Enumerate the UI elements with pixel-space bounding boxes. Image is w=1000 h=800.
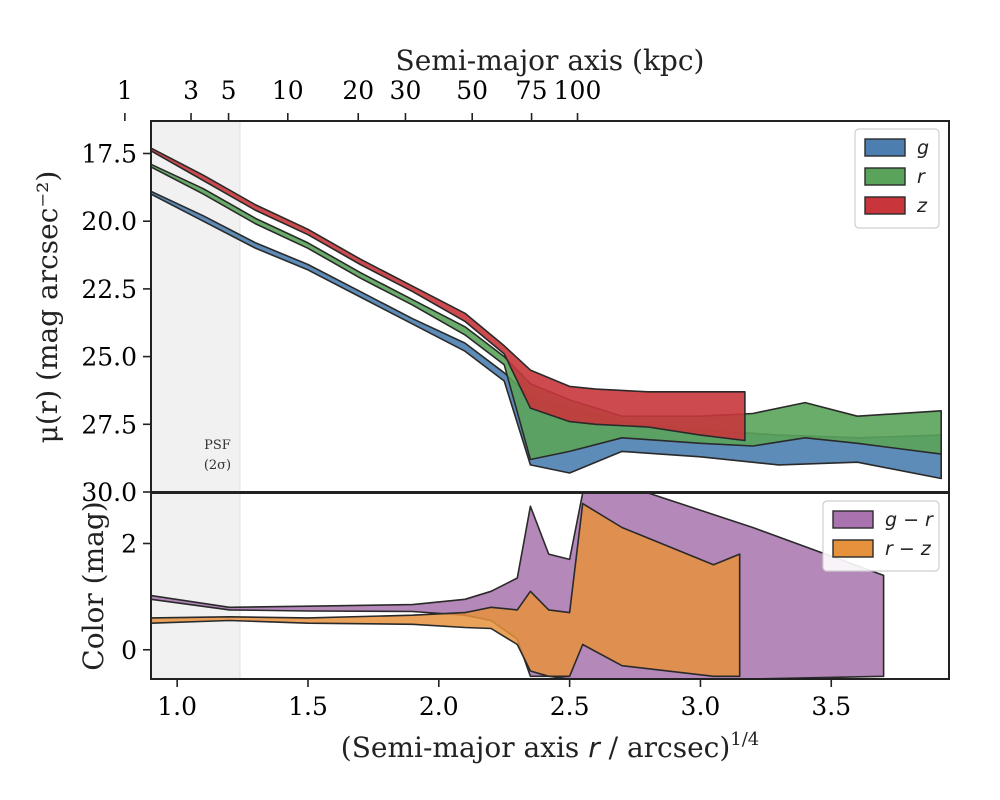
y-tick-label: 22.5 <box>81 275 137 304</box>
bottom-panel-frame <box>150 492 950 680</box>
top-x-tick-label: 10 <box>272 76 304 105</box>
legend-swatch <box>832 539 874 558</box>
x-tick-label: 2.0 <box>419 692 459 721</box>
psf-band-color <box>151 493 240 679</box>
legend-swatch <box>864 196 906 215</box>
surface-brightness-axes: 17.5 20.0 22.5 25.0 27.5 30.0 1 3 5 10 20 30 50 75 100 <box>81 76 950 507</box>
legend-swatch <box>864 138 906 157</box>
band-rz-area <box>151 502 741 678</box>
band-gr-area <box>151 493 885 679</box>
top-x-tick-label: 3 <box>183 76 199 105</box>
top-x-axis-label: Semi-major axis (kpc) <box>396 44 705 77</box>
y-tick-label: 30.0 <box>81 478 137 507</box>
top-x-tick-label: 75 <box>516 76 548 105</box>
top-x-tick-label: 50 <box>456 76 488 105</box>
legend-label: r <box>917 166 926 188</box>
psf-shaded-region-color <box>151 493 241 679</box>
x-tick-label: 1.0 <box>157 692 197 721</box>
y-tick-label: 20.0 <box>81 207 137 236</box>
psf-shaded-region <box>151 121 241 492</box>
x-tick-label: 3.0 <box>681 692 721 721</box>
top-x-tick-label: 30 <box>390 76 422 105</box>
x-tick-label: 2.5 <box>550 692 590 721</box>
legend-label: z <box>916 195 928 217</box>
legend-label: g − r <box>885 509 934 531</box>
top-x-tick-label: 100 <box>554 76 602 105</box>
color-axes: 0 2 1.0 1.5 2.0 2.5 3.0 3.5 <box>121 492 950 721</box>
top-x-tick-label: 20 <box>342 76 374 105</box>
top-x-tick-label: 5 <box>221 76 237 105</box>
surface-brightness-bands <box>151 147 943 480</box>
band-r-area <box>151 163 943 461</box>
y-tick-label: 27.5 <box>81 410 137 439</box>
color-y-tick-label: 2 <box>121 529 137 558</box>
y-axis-label-color: Color (mag) <box>77 501 110 670</box>
y-tick-label: 25.0 <box>81 343 137 372</box>
y-axis-label-surface-brightness: μ(r) (mag arcsec⁻²) <box>31 171 64 444</box>
color-bands <box>151 493 885 679</box>
top-x-tick-label: 1 <box>117 76 133 105</box>
psf-label-line1: PSF <box>204 438 231 453</box>
legend-swatch <box>864 167 906 186</box>
psf-band <box>151 121 240 492</box>
legend-label: g <box>917 137 929 159</box>
band-legend: grz <box>854 128 940 229</box>
x-tick-label: 3.5 <box>811 692 851 721</box>
bottom-x-axis-label: (Semi-major axis r / arcsec)1/4 <box>341 729 759 764</box>
y-tick-label: 17.5 <box>81 139 137 168</box>
color-y-tick-label: 0 <box>121 636 137 665</box>
psf-label-line2: (2σ) <box>204 458 231 473</box>
band-z-area <box>151 147 746 442</box>
legend-swatch <box>832 510 874 529</box>
color-legend: g − r r − z <box>822 500 940 572</box>
x-tick-label: 1.5 <box>288 692 328 721</box>
legend-label: r − z <box>885 538 932 560</box>
